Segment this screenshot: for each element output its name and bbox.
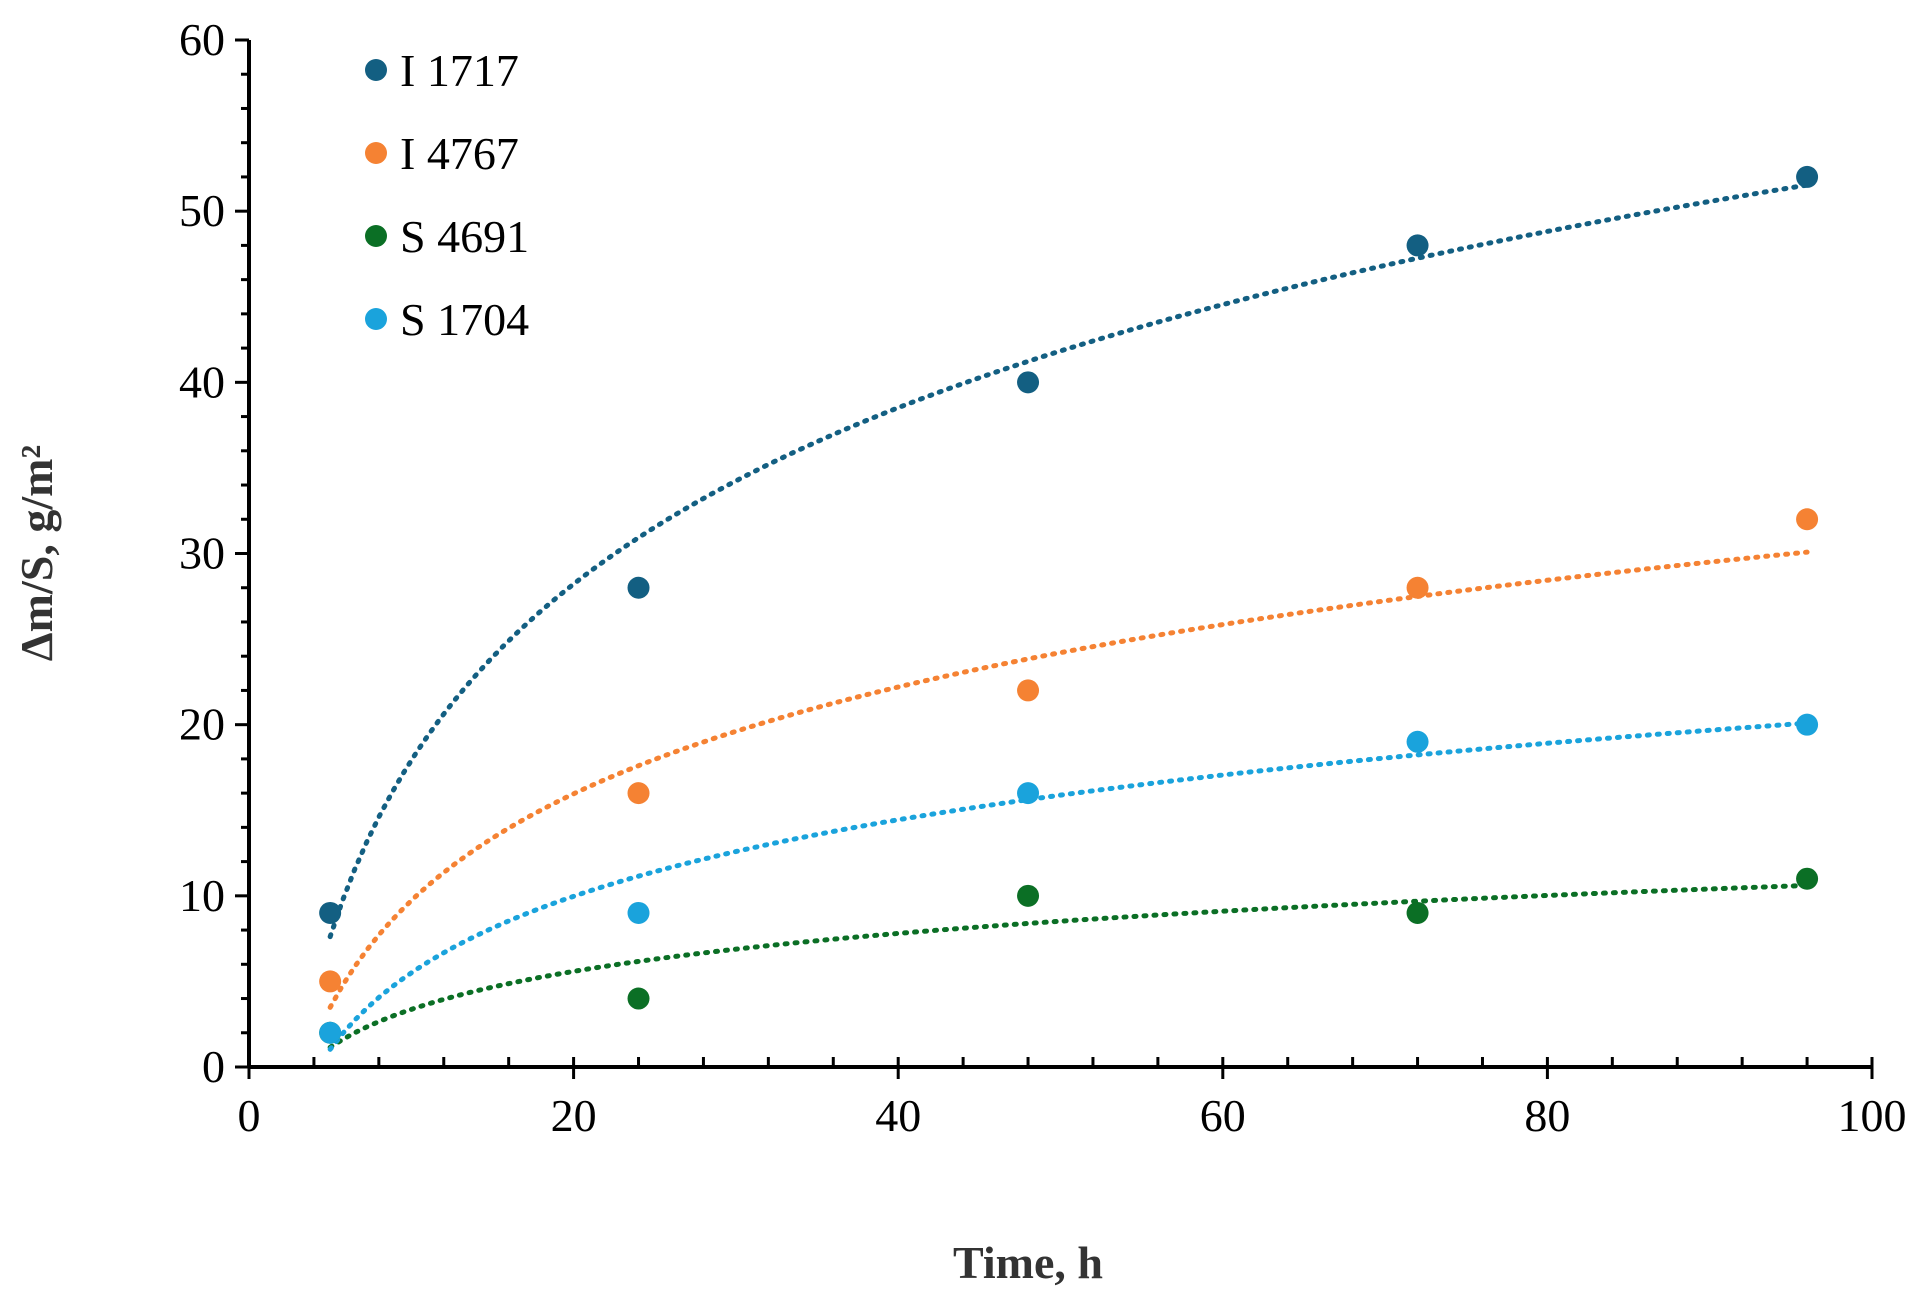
y-tick-label: 10 (179, 870, 225, 921)
x-tick-label: 40 (875, 1090, 921, 1141)
point-s-4691 (627, 987, 650, 1010)
y-tick-label: 40 (179, 356, 225, 407)
x-tick-label: 0 (238, 1090, 261, 1141)
y-tick-label: 30 (179, 528, 225, 579)
point-i-1717 (319, 901, 342, 924)
trendline-i-4767 (327, 549, 1810, 1010)
y-tick-label: 60 (179, 14, 225, 65)
point-i-1717 (1796, 165, 1819, 188)
legend-marker-s-1704 (365, 308, 387, 330)
point-s-4691 (1017, 884, 1040, 907)
trendlines (327, 182, 1810, 1052)
y-axis-title: Δm/S, g/m² (11, 445, 62, 661)
legend-label-i-1717: I 1717 (400, 45, 519, 96)
x-tick-label: 100 (1838, 1090, 1907, 1141)
point-i-1717 (1406, 234, 1429, 257)
point-s-4691 (1796, 867, 1819, 890)
legend-label-s-1704: S 1704 (400, 294, 529, 345)
point-i-4767 (319, 970, 342, 993)
legend-label-i-4767: I 4767 (400, 128, 519, 179)
point-i-1717 (1017, 371, 1040, 394)
legend-marker-i-4767 (365, 142, 387, 164)
trendline-s-4691 (327, 882, 1810, 1050)
x-tick-label: 20 (551, 1090, 597, 1141)
point-i-4767 (1406, 576, 1429, 599)
trendline-i-1717 (327, 182, 1810, 940)
point-s-1704 (1796, 713, 1819, 736)
legend-label-s-4691: S 4691 (400, 211, 529, 262)
legend-marker-s-4691 (365, 225, 387, 247)
point-s-4691 (1406, 901, 1429, 924)
point-s-1704 (1017, 782, 1040, 805)
point-i-1717 (627, 576, 650, 599)
y-tick-label: 20 (179, 699, 225, 750)
point-i-4767 (1017, 679, 1040, 702)
point-s-1704 (1406, 730, 1429, 753)
point-i-4767 (1796, 508, 1819, 531)
legend-marker-i-1717 (365, 59, 387, 81)
data-points (319, 165, 1819, 1044)
point-s-1704 (319, 1021, 342, 1044)
axes (247, 40, 1872, 1069)
axis-ticks: 0 10 20 30 40 50 60 0 20 40 60 80 100 (179, 14, 1907, 1141)
legend: I 1717 I 4767 S 4691 S 1704 (365, 45, 529, 345)
point-i-4767 (627, 782, 650, 805)
trendline-s-1704 (327, 720, 1810, 1052)
x-axis-title: Time, h (953, 1237, 1103, 1288)
x-tick-label: 80 (1524, 1090, 1570, 1141)
point-s-1704 (627, 901, 650, 924)
y-tick-label: 0 (202, 1041, 225, 1092)
x-tick-label: 60 (1200, 1090, 1246, 1141)
y-tick-label: 50 (179, 185, 225, 236)
